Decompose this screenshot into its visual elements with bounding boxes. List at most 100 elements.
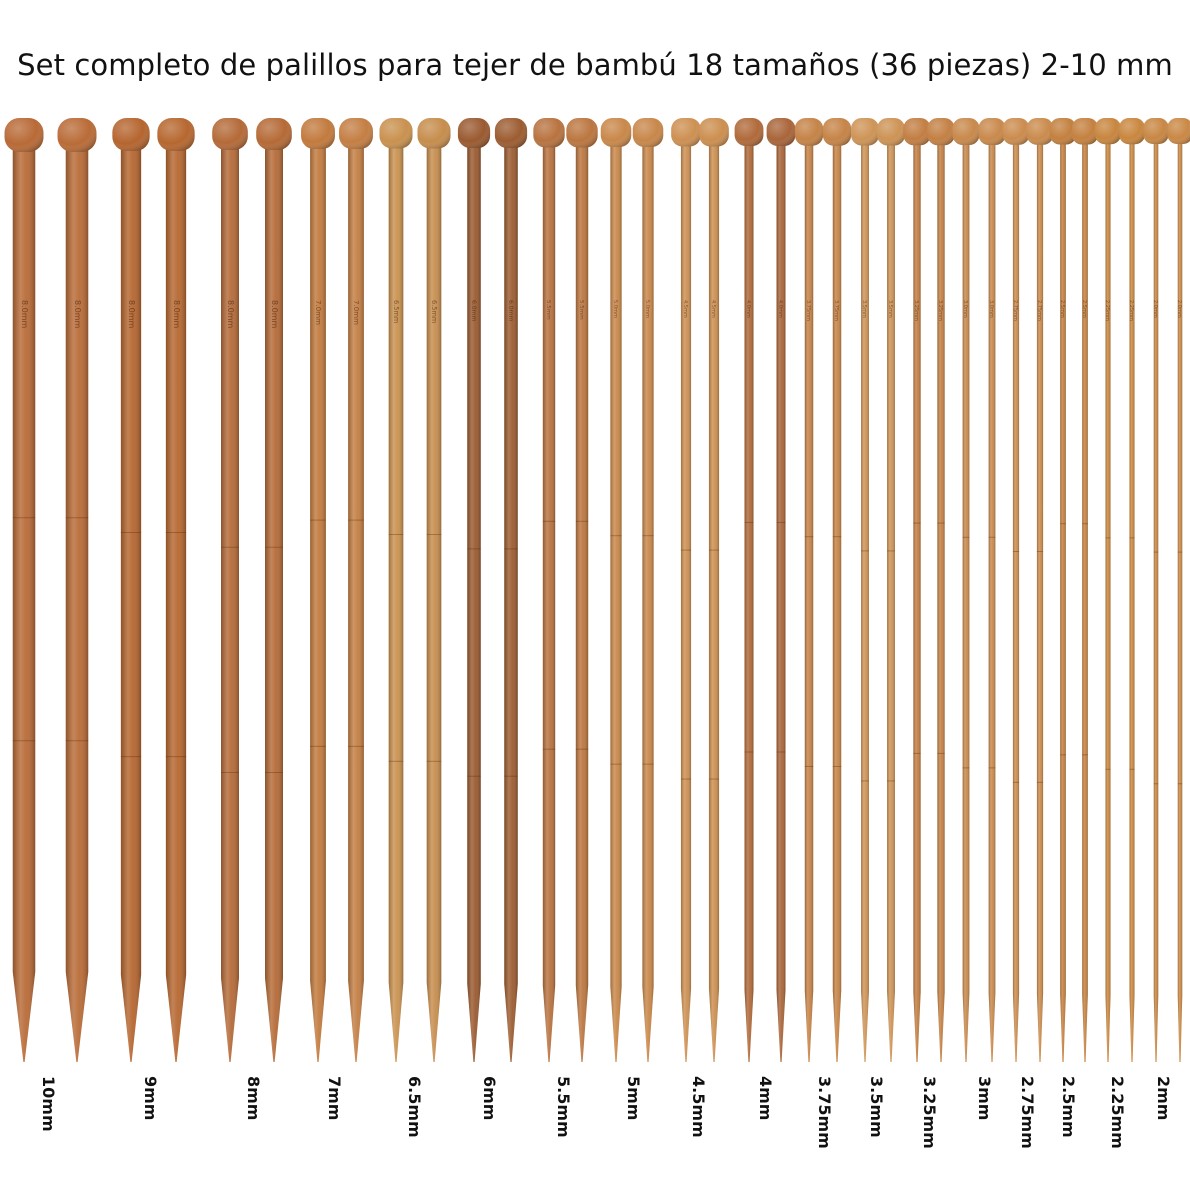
needle-knob-shading: [1002, 118, 1030, 145]
needle-3.75mm-2: 3.75mm: [822, 118, 852, 1062]
size-label-3.25mm: 3.25mm: [920, 1076, 939, 1149]
needle-2.5mm-2: 2.5mm: [1071, 118, 1099, 1062]
needle-knob-shading: [766, 118, 796, 146]
needle-knob-shading: [57, 118, 97, 152]
needle-knob-shading: [927, 118, 955, 146]
needle-5.5mm-1: 5.5mm: [533, 118, 565, 1062]
needle-engraving: 4.0mm: [777, 300, 783, 318]
needle-shading: [467, 142, 481, 1062]
needle-knob-shading: [1119, 118, 1145, 145]
needle-3.5mm-1: 3.5mm: [851, 118, 879, 1062]
needle-shading: [1129, 138, 1135, 1062]
needle-knob-shading: [533, 118, 565, 148]
needle-knob-shading: [566, 118, 598, 148]
needle-9mm-2: 8.0mm: [157, 118, 195, 1062]
needle-shading: [1082, 138, 1088, 1062]
needle-knob-shading: [734, 118, 764, 146]
needle-2.25mm-1: 2.25mm: [1095, 118, 1121, 1062]
needle-shading: [680, 140, 692, 1062]
needle-engraving: 6.5mm: [392, 300, 400, 323]
needle-shading: [804, 139, 814, 1062]
needle-5.5mm-2: 5.5mm: [566, 118, 598, 1062]
needle-knob-shading: [978, 118, 1006, 145]
needle-knob-shading: [417, 118, 451, 149]
needle-shading: [1036, 138, 1044, 1062]
size-label-4mm: 4mm: [756, 1076, 775, 1121]
needle-shading: [388, 142, 404, 1062]
needle-knob-shading: [851, 118, 879, 146]
needle-engraving: 2.75mm: [1012, 300, 1018, 321]
needle-engraving: 2.0mm: [1152, 300, 1158, 318]
needle-10mm-2: 8.0mm: [57, 118, 97, 1062]
needle-knob-shading: [339, 118, 373, 149]
page-title: Set completo de palillos para tejer de b…: [17, 48, 1173, 82]
needle-knob-shading: [112, 118, 150, 151]
needle-knob-shading: [1049, 118, 1077, 145]
needle-engraving: 2.25mm: [1104, 300, 1110, 321]
needle-knob-shading: [301, 118, 335, 149]
needle-engraving: 8.0mm: [20, 300, 29, 329]
needle-5mm-2: 5.0mm: [632, 118, 664, 1062]
needle-engraving: 2.5mm: [1059, 300, 1065, 318]
needle-engraving: 3.75mm: [833, 300, 839, 321]
size-label-5.5mm: 5.5mm: [554, 1076, 573, 1138]
needle-knob-shading: [256, 118, 292, 150]
needle-engraving: 7.0mm: [314, 300, 323, 325]
needle-knob-shading: [877, 118, 905, 146]
needle-knob-shading: [1143, 118, 1169, 144]
needle-2mm-2: 2.0mm: [1167, 118, 1190, 1062]
needle-knob-shading: [903, 118, 931, 146]
needle-2.25mm-2: 2.25mm: [1119, 118, 1145, 1062]
needle-shading: [65, 146, 89, 1062]
needle-shading: [504, 142, 518, 1062]
needle-engraving: 6.0mm: [470, 300, 477, 322]
needle-shading: [744, 140, 754, 1062]
needle-shading: [310, 143, 326, 1062]
needle-3.75mm-1: 3.75mm: [794, 118, 824, 1062]
needle-5mm-1: 5.0mm: [600, 118, 632, 1062]
needle-shading: [12, 146, 36, 1062]
needle-engraving: 3.25mm: [913, 300, 919, 321]
needle-shading: [426, 142, 442, 1062]
needle-engraving: 2.25mm: [1128, 300, 1134, 321]
needle-2.75mm-2: 2.75mm: [1026, 118, 1054, 1062]
needle-shading: [165, 145, 187, 1062]
needle-6mm-1: 6.0mm: [457, 118, 491, 1062]
needle-6.5mm-1: 6.5mm: [379, 118, 413, 1062]
needle-engraving: 5.5mm: [545, 300, 551, 320]
needle-engraving: 4.5mm: [710, 300, 716, 318]
needle-shading: [575, 141, 589, 1062]
needle-engraving: 8.0mm: [172, 300, 181, 329]
needle-engraving: 3.5mm: [861, 300, 867, 318]
needle-engraving: 3.5mm: [887, 300, 893, 318]
needle-engraving: 7.0mm: [352, 300, 361, 325]
needle-4.5mm-2: 4.5mm: [699, 118, 729, 1062]
needle-8mm-1: 8.0mm: [212, 118, 248, 1062]
needle-engraving: 8.0mm: [73, 300, 82, 329]
needle-3mm-2: 3.0mm: [978, 118, 1006, 1062]
size-label-7mm: 7mm: [325, 1076, 344, 1121]
needle-shading: [887, 139, 895, 1062]
needle-7mm-2: 7.0mm: [339, 118, 373, 1062]
needle-knob-shading: [457, 118, 491, 148]
needle-3.5mm-2: 3.5mm: [877, 118, 905, 1062]
needle-4.5mm-1: 4.5mm: [671, 118, 701, 1062]
needle-knob-shading: [379, 118, 413, 149]
needle-shading: [1105, 138, 1111, 1062]
needle-engraving: 8.0mm: [270, 300, 279, 329]
needle-knob-shading: [157, 118, 195, 151]
needle-knob-shading: [494, 118, 528, 148]
needle-knob-shading: [822, 118, 852, 146]
needle-shading: [988, 139, 996, 1062]
needle-shading: [120, 145, 142, 1062]
needle-shading: [776, 140, 786, 1062]
needle-shading: [348, 143, 364, 1062]
size-label-2.25mm: 2.25mm: [1108, 1076, 1127, 1149]
needle-engraving: 3.25mm: [937, 300, 943, 321]
needle-engraving: 4.0mm: [745, 300, 751, 318]
needle-3.25mm-2: 3.25mm: [927, 118, 955, 1062]
size-label-2.5mm: 2.5mm: [1059, 1076, 1078, 1138]
needle-3mm-1: 3.0mm: [952, 118, 980, 1062]
needle-10mm-1: 8.0mm: [4, 118, 44, 1062]
needle-shading: [1177, 138, 1183, 1062]
